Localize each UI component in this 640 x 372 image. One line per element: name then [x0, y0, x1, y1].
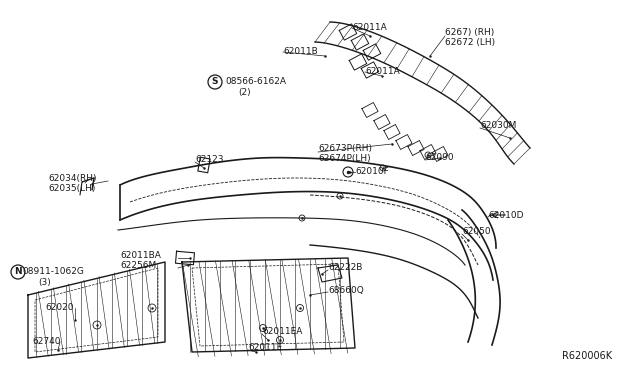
Text: 62011EA: 62011EA	[262, 327, 302, 337]
Text: 62011B: 62011B	[283, 48, 317, 57]
Text: 62123: 62123	[195, 155, 223, 164]
Text: 62010D: 62010D	[488, 211, 524, 219]
Text: 62090: 62090	[425, 154, 454, 163]
Text: (2): (2)	[238, 89, 251, 97]
Text: (3): (3)	[38, 278, 51, 286]
Text: R620006K: R620006K	[562, 351, 612, 361]
Text: S: S	[212, 77, 218, 87]
Text: 62011A: 62011A	[365, 67, 400, 77]
Text: N: N	[14, 267, 22, 276]
Text: 62011A: 62011A	[352, 23, 387, 32]
Text: 6267) (RH): 6267) (RH)	[445, 28, 494, 36]
Text: 62034(RH): 62034(RH)	[48, 173, 97, 183]
Text: 62011E: 62011E	[248, 343, 282, 353]
Text: 62674P(LH): 62674P(LH)	[318, 154, 371, 163]
Text: 62030M: 62030M	[480, 121, 516, 129]
Text: 68660Q: 68660Q	[328, 285, 364, 295]
Text: 62050: 62050	[462, 228, 491, 237]
Text: 62673P(RH): 62673P(RH)	[318, 144, 372, 153]
Text: 62740: 62740	[32, 337, 61, 346]
Text: 62020: 62020	[45, 304, 74, 312]
Text: 62222B: 62222B	[328, 263, 362, 273]
Text: 62256M: 62256M	[120, 260, 156, 269]
Text: 62035(LH): 62035(LH)	[48, 183, 95, 192]
Text: 62011BA: 62011BA	[120, 250, 161, 260]
Text: 08566-6162A: 08566-6162A	[225, 77, 286, 87]
Text: 62010F: 62010F	[355, 167, 388, 176]
Text: 62672 (LH): 62672 (LH)	[445, 38, 495, 46]
Text: 08911-1062G: 08911-1062G	[22, 267, 84, 276]
